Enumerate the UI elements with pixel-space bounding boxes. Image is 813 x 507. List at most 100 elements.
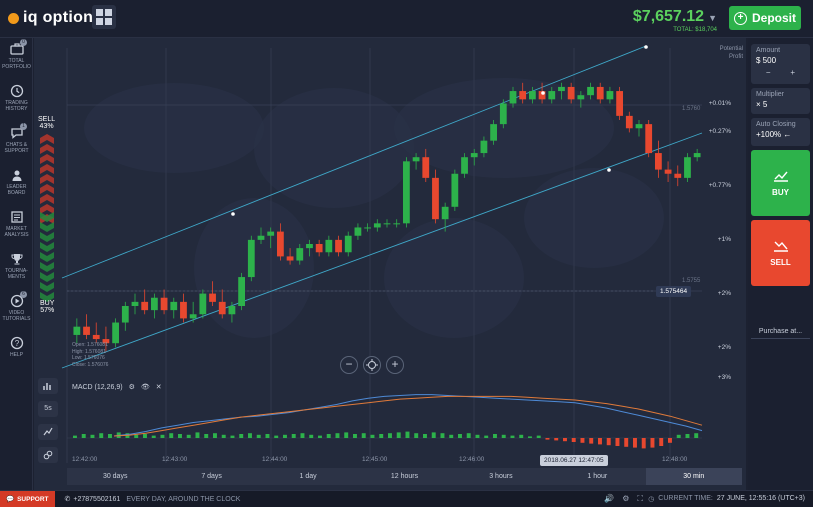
candle-body xyxy=(509,91,517,104)
indicators-button[interactable] xyxy=(38,424,58,440)
macd-histogram-bar xyxy=(99,433,104,438)
buy-chevron xyxy=(40,252,54,262)
fullscreen-icon[interactable]: ⛶ xyxy=(637,494,643,503)
chat-icon: 💬 xyxy=(6,496,15,503)
candle-interval-button[interactable]: 5s xyxy=(38,401,58,417)
macd-header: MACD (12,26,9) ⚙ 👁 ✕ xyxy=(72,383,162,392)
candle-body xyxy=(112,322,120,344)
timeframe-30-days[interactable]: 30 days xyxy=(102,473,128,480)
video-badge: 6 xyxy=(20,291,27,298)
sell-chevron xyxy=(40,184,54,194)
macd-histogram-bar xyxy=(388,433,392,438)
top-bar: iq option $7,657.12 ▼ TOTAL: $18,704 + De… xyxy=(0,0,813,38)
timeframe-12-hours[interactable]: 12 hours xyxy=(390,473,419,480)
candle-body xyxy=(131,301,139,306)
candle-body xyxy=(315,244,323,253)
price-chart-svg[interactable]: 1.5760 1.5755 12:42:00 12:43:00 12:44:00 12:4… xyxy=(34,38,746,490)
percent-label: +2% xyxy=(717,344,731,351)
apps-grid-button[interactable] xyxy=(92,5,116,29)
close-icon[interactable]: ✕ xyxy=(155,384,162,391)
macd-histogram-bar xyxy=(186,434,191,438)
timeframe-30-min[interactable]: 30 min xyxy=(645,468,742,485)
macd-histogram-bar xyxy=(519,434,524,438)
buy-chevron xyxy=(40,292,54,302)
amount-increase-button[interactable]: + xyxy=(790,68,796,77)
buy-chevron xyxy=(40,212,54,222)
chart-area[interactable]: 1.5760 1.5755 12:42:00 12:43:00 12:44:00 12:4… xyxy=(34,38,746,490)
candle-body xyxy=(625,115,633,129)
logo[interactable]: iq option xyxy=(8,9,93,27)
macd-histogram-bar xyxy=(143,434,147,438)
sidebar-item-total-portfolio[interactable]: 0 TOTAL PORTFOLIO xyxy=(0,39,33,70)
macd-histogram-bar xyxy=(475,434,480,438)
grid-cell-icon xyxy=(105,9,112,16)
bar-chart-icon xyxy=(43,383,51,390)
auto-closing-label: Auto Closing xyxy=(756,121,796,128)
auto-closing-value: +100% ← xyxy=(756,130,792,139)
logo-text: iq option xyxy=(23,9,94,26)
sound-icon[interactable]: 🔊 xyxy=(604,494,615,503)
settings-gear-icon[interactable]: ⚙ xyxy=(622,494,630,503)
balance-amount: $7,657.12 xyxy=(632,8,705,25)
label-line-1: CHATS & xyxy=(5,142,28,148)
candle-body xyxy=(606,91,614,100)
chart-type-button[interactable] xyxy=(38,378,58,394)
multiplier-field[interactable]: Multiplier × 5 xyxy=(751,88,810,114)
zoom-out-button[interactable]: − xyxy=(340,356,358,374)
macd-histogram-bar xyxy=(676,434,681,438)
timeframe-1-day[interactable]: 1 day xyxy=(299,473,317,480)
price-level-label: 1.5760 xyxy=(682,106,701,112)
macd-histogram-bar xyxy=(256,434,261,438)
amount-value[interactable]: $ 500 xyxy=(756,56,777,65)
label-line-1: LEADER xyxy=(6,184,27,190)
zoom-in-button[interactable]: + xyxy=(386,356,404,374)
timeframe-1-hour[interactable]: 1 hour xyxy=(587,473,608,480)
time-axis-label: 12:48:00 xyxy=(662,456,688,463)
purchase-at-link[interactable]: Purchase at... xyxy=(751,328,810,339)
deposit-button[interactable]: + Deposit xyxy=(729,6,801,30)
sidebar-item-video-tutorials[interactable]: 6 VIDEO TUTORIALS xyxy=(0,291,33,322)
sidebar-item-tournaments[interactable]: TOURNA- MENTS xyxy=(0,252,33,280)
sidebar-item-trading-history[interactable]: TRADING HISTORY xyxy=(0,84,33,112)
macd-histogram-bar xyxy=(501,434,506,438)
macd-histogram-bar xyxy=(466,433,471,438)
candle-body xyxy=(461,157,468,174)
macd-histogram-bar xyxy=(151,435,156,438)
macd-histogram-bar xyxy=(449,434,454,438)
ohlc-high: High: 1.576081 xyxy=(72,348,106,355)
svg-text:?: ? xyxy=(14,339,19,348)
sell-button[interactable]: SELL xyxy=(751,220,810,286)
candle-body xyxy=(170,301,178,311)
sidebar-item-help[interactable]: ? HELP xyxy=(0,336,33,358)
amount-decrease-button[interactable]: − xyxy=(765,68,771,77)
timeframe-7-days[interactable]: 7 days xyxy=(201,473,222,480)
macd-histogram-bar xyxy=(178,434,182,438)
macd-histogram-bar xyxy=(571,438,576,442)
macd-histogram-bar xyxy=(414,433,419,438)
multiplier-label: Multiplier xyxy=(756,91,785,98)
sidebar-item-chats-support[interactable]: 1 CHATS & SUPPORT xyxy=(0,123,33,154)
timeframe-3-hours[interactable]: 3 hours xyxy=(489,473,513,480)
candle-body xyxy=(160,297,168,311)
macd-histogram-bar xyxy=(291,434,296,438)
sell-chevron xyxy=(40,174,54,184)
settings-gear-icon[interactable]: ⚙ xyxy=(128,384,135,391)
candle-body xyxy=(102,339,110,344)
balance-display[interactable]: $7,657.12 ▼ TOTAL: $18,704 xyxy=(633,8,717,33)
candle-body xyxy=(141,301,149,311)
percent-label: +2% xyxy=(717,290,731,297)
macd-histogram-bar xyxy=(633,438,637,448)
drawing-tools-button[interactable] xyxy=(38,447,58,463)
eye-icon[interactable]: 👁 xyxy=(140,384,150,391)
sidebar-item-market-analysis[interactable]: MARKET ANALYSIS xyxy=(0,210,33,238)
crosshair-button[interactable] xyxy=(363,356,381,374)
auto-closing-field[interactable]: Auto Closing +100% ← xyxy=(751,118,810,146)
sidebar-item-leaderboard[interactable]: LEADER BOARD xyxy=(0,168,33,196)
buy-button[interactable]: BUY xyxy=(751,150,810,216)
newspaper-icon xyxy=(10,211,23,223)
amount-field[interactable]: Amount $ 500 − + xyxy=(751,44,810,84)
candle-body xyxy=(674,173,682,178)
support-button[interactable]: 💬 SUPPORT xyxy=(0,490,55,507)
macd-histogram-bar xyxy=(580,438,585,443)
candle-body xyxy=(383,223,391,225)
